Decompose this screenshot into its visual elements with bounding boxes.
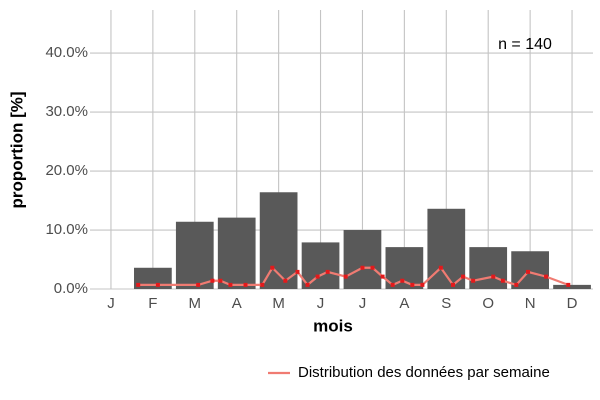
point <box>260 282 265 287</box>
point <box>491 274 496 279</box>
bar <box>175 221 214 289</box>
x-tick-label: F <box>148 295 157 312</box>
annotation: n = 140 <box>498 36 552 53</box>
point <box>526 269 531 274</box>
y-tick-label: 10.0% <box>45 221 88 238</box>
bar <box>217 217 256 289</box>
point <box>500 278 505 283</box>
point <box>410 282 415 287</box>
point <box>196 282 201 287</box>
x-tick-label: M <box>189 295 202 312</box>
y-tick-label: 0.0% <box>54 280 88 297</box>
bar <box>553 284 591 289</box>
point <box>315 274 320 279</box>
point <box>305 282 310 287</box>
x-tick-label: O <box>482 295 494 312</box>
point <box>218 278 223 283</box>
point <box>461 274 466 279</box>
x-tick-label: A <box>399 295 409 312</box>
y-axis-title: proportion [%] <box>7 91 26 208</box>
point <box>390 282 395 287</box>
point <box>283 278 288 283</box>
x-tick-label: D <box>567 295 578 312</box>
point <box>370 265 375 270</box>
y-tick-label: 30.0% <box>45 103 88 120</box>
point <box>228 282 233 287</box>
x-tick-label: N <box>525 295 536 312</box>
x-tick-label: A <box>232 295 242 312</box>
point <box>360 265 365 270</box>
line <box>138 265 569 287</box>
point <box>438 265 443 270</box>
x-tick-label: S <box>441 295 451 312</box>
legend-label: Distribution des données par semaine <box>298 364 550 381</box>
x-tick-label: J <box>107 295 115 312</box>
x-tick-label: J <box>317 295 325 312</box>
point <box>380 274 385 279</box>
point <box>270 265 275 270</box>
point <box>295 269 300 274</box>
point <box>210 278 215 283</box>
bar <box>301 242 340 289</box>
point <box>243 282 248 287</box>
point <box>400 278 405 283</box>
bar <box>469 247 508 289</box>
point <box>136 282 141 287</box>
point <box>566 282 571 287</box>
point <box>155 282 160 287</box>
point <box>325 269 330 274</box>
y-tick-label: 20.0% <box>45 162 88 179</box>
x-tick-label: J <box>359 295 367 312</box>
point <box>544 274 549 279</box>
x-tick-label: M <box>272 295 285 312</box>
point <box>420 282 425 287</box>
point <box>450 282 455 287</box>
point <box>514 282 519 287</box>
bar <box>134 267 172 289</box>
x-axis-title: mois <box>313 316 353 335</box>
point <box>343 274 348 279</box>
bar <box>343 230 382 289</box>
y-tick-label: 40.0% <box>45 44 88 61</box>
point <box>471 278 476 283</box>
